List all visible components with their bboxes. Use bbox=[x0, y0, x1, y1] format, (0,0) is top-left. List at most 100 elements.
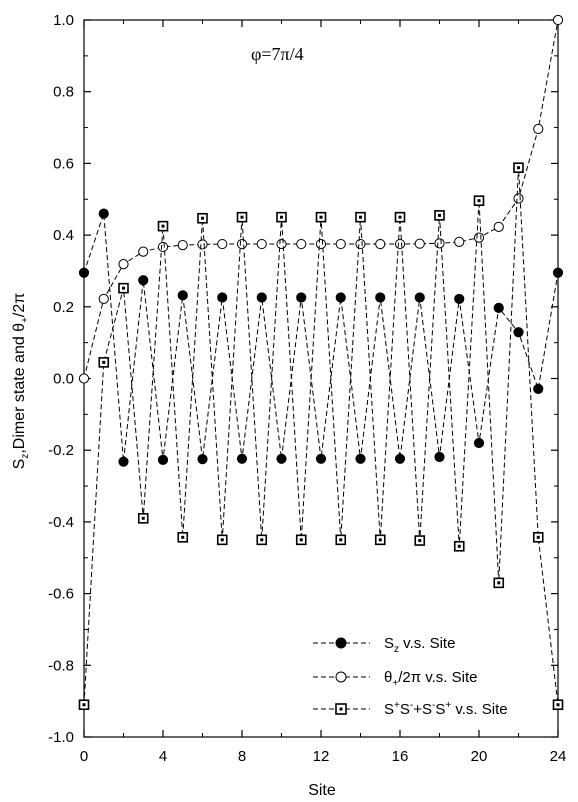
point-sz bbox=[473, 437, 485, 449]
point-sz bbox=[434, 451, 445, 463]
point-sz bbox=[98, 208, 109, 219]
point-theta bbox=[157, 241, 169, 253]
point-dot-dimer bbox=[122, 286, 125, 290]
point-sz bbox=[315, 453, 327, 464]
point-dot-dimer bbox=[280, 215, 283, 219]
point-dot-dimer bbox=[141, 516, 145, 520]
point-sz bbox=[454, 293, 465, 305]
x-axis-label: Site bbox=[308, 782, 336, 799]
y-tick-label: -0.6 bbox=[48, 586, 74, 603]
point-sz bbox=[276, 453, 287, 464]
series-sz bbox=[78, 208, 564, 467]
y-tick-label: -0.2 bbox=[48, 442, 74, 459]
point-sz bbox=[394, 453, 406, 464]
point-sz bbox=[533, 383, 544, 394]
series-line-sz bbox=[83, 213, 559, 462]
y-tick-label: 0.6 bbox=[53, 155, 74, 172]
legend-label-sz: Sz v.s. Site bbox=[384, 635, 455, 655]
point-theta bbox=[414, 238, 425, 249]
point-dot-dimer bbox=[220, 538, 224, 542]
point-theta bbox=[78, 373, 90, 384]
point-dot-dimer bbox=[378, 538, 382, 542]
point-sz bbox=[78, 267, 90, 278]
point-dot-dimer bbox=[398, 215, 402, 219]
point-theta bbox=[513, 193, 524, 204]
series-layer bbox=[78, 14, 564, 711]
point-theta bbox=[177, 240, 188, 251]
point-dot-dimer bbox=[161, 224, 165, 228]
y-tick-label: 0.8 bbox=[53, 84, 74, 101]
y-tick-label: 0.4 bbox=[53, 227, 74, 244]
point-theta bbox=[296, 238, 307, 250]
y-tick-label: -1.0 bbox=[48, 729, 74, 746]
point-sz bbox=[197, 454, 208, 465]
point-dot-dimer bbox=[319, 215, 323, 219]
point-sz bbox=[177, 290, 188, 301]
point-theta bbox=[276, 238, 287, 250]
point-dot-dimer bbox=[201, 216, 204, 220]
point-dot-dimer bbox=[517, 166, 520, 170]
point-dot-dimer bbox=[359, 215, 362, 219]
point-dot-dimer bbox=[418, 539, 422, 543]
point-dot-dimer bbox=[477, 199, 481, 203]
point-sz bbox=[355, 453, 366, 464]
point-theta bbox=[236, 238, 248, 250]
point-sz bbox=[138, 275, 149, 286]
y-axis-label: Sz,Dimer state and θ+/2π bbox=[11, 293, 31, 470]
point-sz bbox=[157, 454, 169, 465]
point-theta bbox=[533, 123, 544, 135]
point-theta bbox=[118, 259, 129, 270]
y-tick-label: 0.2 bbox=[53, 299, 74, 316]
point-theta bbox=[355, 238, 366, 250]
series-line-theta bbox=[83, 19, 559, 379]
legend-marker-sz bbox=[335, 637, 347, 649]
point-theta bbox=[375, 238, 386, 250]
x-tick-label: 12 bbox=[313, 748, 330, 765]
point-sz bbox=[256, 292, 267, 303]
legend: Sz v.s. Site θ+/2π v.s. Site S+S-+S-S+ v… bbox=[313, 635, 508, 718]
point-dot-dimer bbox=[556, 703, 560, 707]
point-theta bbox=[434, 238, 445, 249]
point-theta bbox=[394, 238, 406, 250]
point-sz bbox=[552, 267, 564, 278]
point-dot-dimer bbox=[82, 703, 86, 707]
point-dot-dimer bbox=[438, 213, 441, 217]
legend-label-theta: θ+/2π v.s. Site bbox=[384, 669, 477, 689]
point-theta bbox=[454, 236, 465, 248]
y-tick-label: 0.0 bbox=[53, 371, 74, 388]
axes: -1.0 -0.8 -0.6 -0.4 -0.2 0.0 0.2 0.4 0.6 0.8 1.0 0 4… bbox=[48, 12, 566, 765]
x-tick-label: 24 bbox=[550, 748, 567, 765]
x-tick-label: 20 bbox=[471, 748, 488, 765]
y-tick-label: -0.8 bbox=[48, 657, 74, 674]
point-theta bbox=[493, 221, 504, 232]
legend-marker-dimer-dot bbox=[339, 707, 343, 711]
point-theta bbox=[552, 14, 564, 26]
point-dot-dimer bbox=[102, 360, 106, 364]
point-sz bbox=[335, 292, 346, 303]
legend-label-dimer: S+S-+S-S+ v.s. Site bbox=[384, 700, 508, 718]
point-theta bbox=[138, 246, 149, 257]
point-sz bbox=[414, 292, 425, 303]
x-tick-label: 16 bbox=[392, 748, 409, 765]
point-dot-dimer bbox=[260, 538, 264, 542]
point-theta bbox=[335, 238, 346, 250]
x-tick-label: 8 bbox=[238, 748, 246, 765]
point-theta bbox=[473, 232, 485, 243]
point-sz bbox=[118, 456, 129, 467]
point-theta bbox=[98, 293, 109, 305]
plot-frame bbox=[83, 19, 559, 738]
point-dot-dimer bbox=[240, 215, 244, 219]
point-sz bbox=[375, 292, 386, 303]
x-tick-label: 0 bbox=[80, 748, 88, 765]
point-dot-dimer bbox=[299, 538, 303, 542]
point-dot-dimer bbox=[339, 538, 343, 542]
y-tick-label: 1.0 bbox=[53, 12, 74, 29]
chart-annotation: φ=7π/4 bbox=[251, 44, 304, 64]
point-sz bbox=[513, 327, 524, 338]
point-theta bbox=[315, 238, 327, 250]
point-theta bbox=[217, 238, 228, 250]
point-dot-dimer bbox=[497, 581, 501, 585]
x-tick-label: 4 bbox=[159, 748, 167, 765]
point-sz bbox=[236, 453, 248, 464]
